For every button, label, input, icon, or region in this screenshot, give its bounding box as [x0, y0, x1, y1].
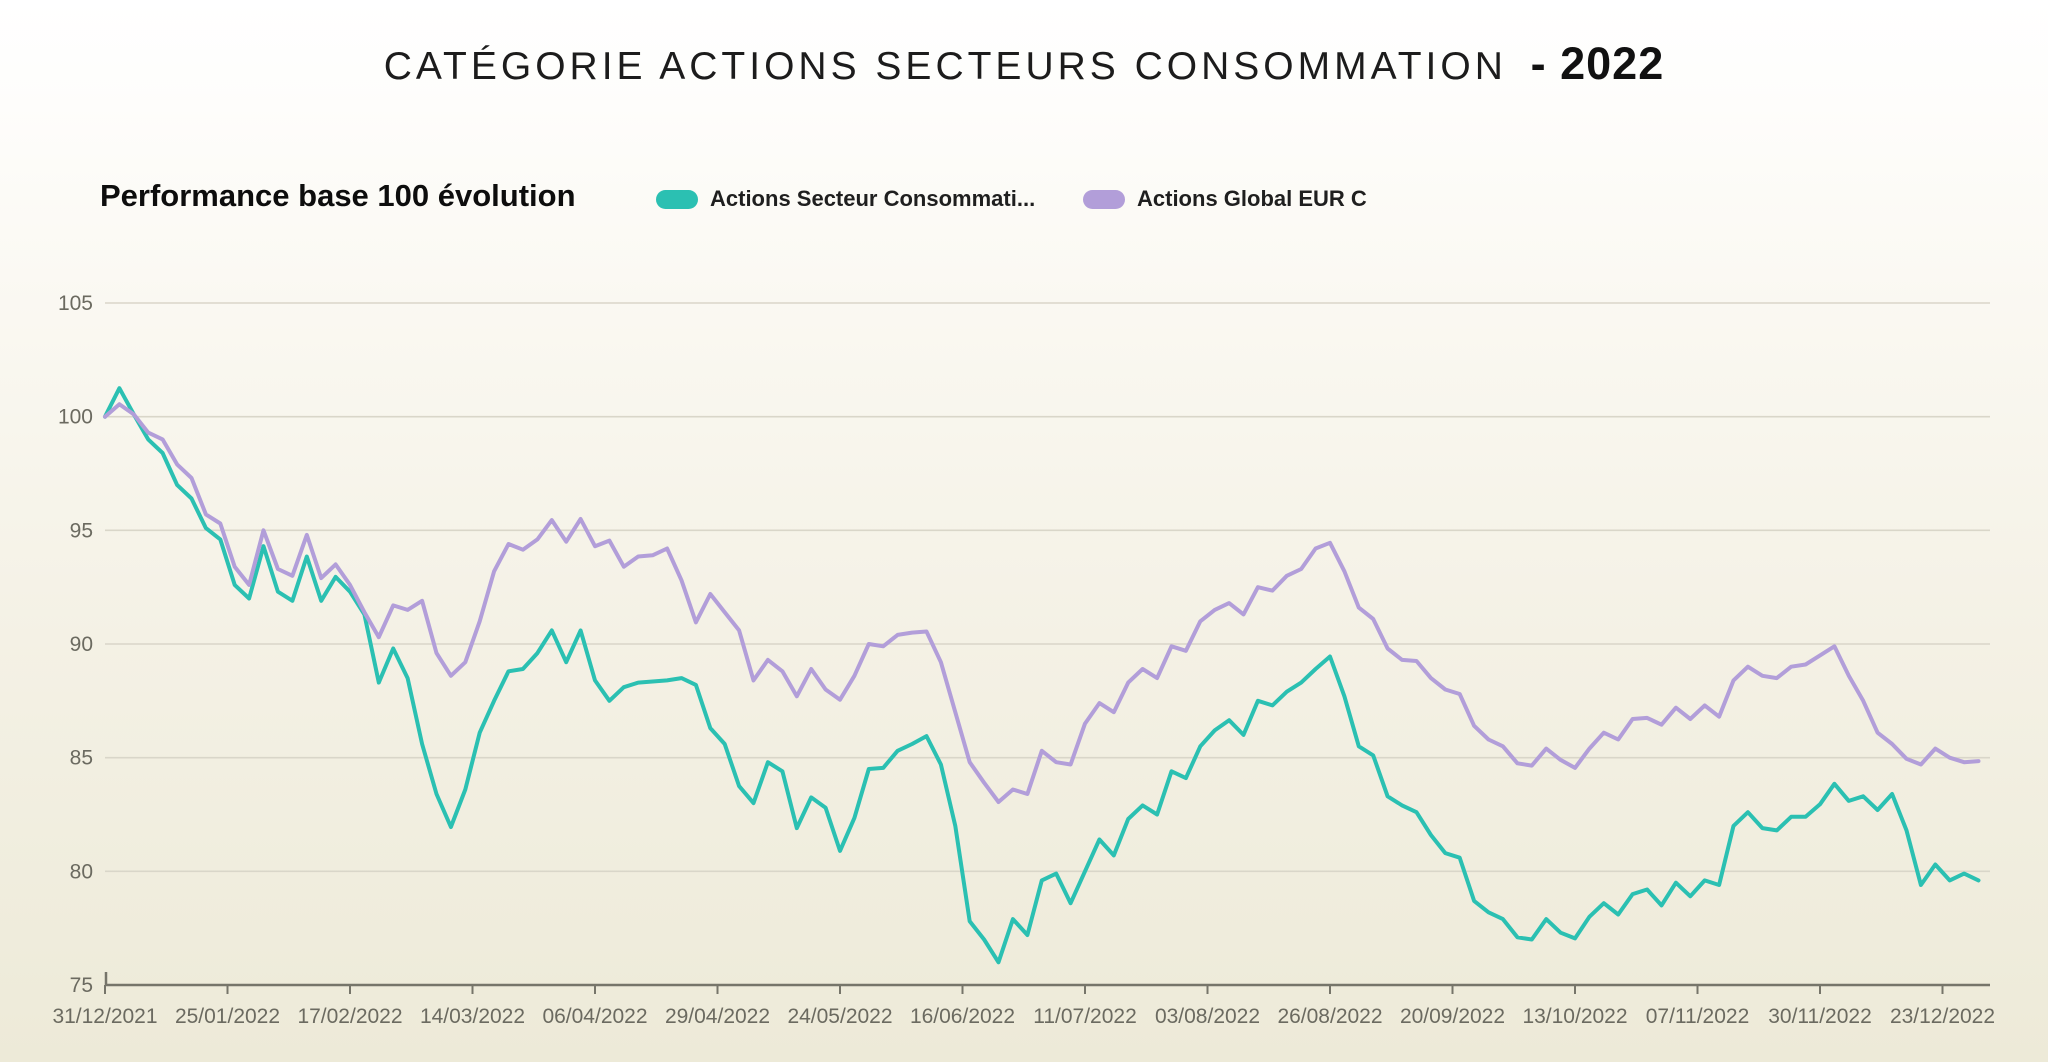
x-axis-label-10: 26/08/2022: [1277, 1005, 1382, 1028]
chart-subtitle: Performance base 100 évolution: [100, 178, 576, 213]
x-axis-label-7: 16/06/2022: [910, 1005, 1015, 1028]
x-axis-label-6: 24/05/2022: [787, 1005, 892, 1028]
x-axis-label-8: 11/07/2022: [1033, 1005, 1137, 1028]
legend-swatch-sector: [656, 189, 698, 209]
x-axis-label-0: 31/12/2021: [52, 1005, 157, 1028]
x-axis-label-2: 17/02/2022: [297, 1005, 402, 1028]
y-axis-label-85: 85: [70, 747, 93, 770]
series-line-sector-consommation: [103, 386, 1981, 965]
subtitle-legend-row: Performance base 100 évolution Actions S…: [0, 172, 2048, 222]
legend-swatch-global: [1083, 189, 1125, 209]
x-axis-label-5: 29/04/2022: [665, 1005, 770, 1028]
x-axis-label-13: 07/11/2022: [1646, 1005, 1750, 1028]
x-axis-label-12: 13/10/2022: [1522, 1005, 1627, 1028]
x-axis-label-4: 06/04/2022: [542, 1005, 647, 1028]
y-axis-label-75: 75: [70, 974, 93, 997]
y-axis-label-105: 105: [58, 292, 93, 315]
legend-item-sector[interactable]: Actions Secteur Consommati...: [656, 186, 1035, 212]
legend-item-global[interactable]: Actions Global EUR C: [1083, 186, 1367, 212]
chart-title-year: - 2022: [1530, 38, 1665, 89]
chart-title-text: CATÉGORIE ACTIONS SECTEURS CONSOMMATION: [383, 45, 1507, 88]
y-axis-label-80: 80: [70, 860, 93, 883]
series-line-global-eur-c: [103, 402, 1981, 804]
y-axis-label-90: 90: [70, 633, 93, 656]
x-axis-label-3: 14/03/2022: [420, 1005, 525, 1028]
y-axis-label-100: 100: [58, 406, 93, 429]
x-axis-label-15: 23/12/2022: [1890, 1005, 1995, 1028]
x-axis-label-11: 20/09/2022: [1400, 1005, 1505, 1028]
page-title: CATÉGORIE ACTIONS SECTEURS CONSOMMATION …: [0, 38, 2048, 90]
y-axis-label-95: 95: [70, 519, 93, 542]
legend-label-global: Actions Global EUR C: [1137, 186, 1367, 211]
x-axis-label-1: 25/01/2022: [175, 1005, 280, 1028]
legend-label-sector: Actions Secteur Consommati...: [710, 186, 1036, 211]
x-axis-label-14: 30/11/2022: [1768, 1005, 1872, 1028]
x-axis-label-9: 03/08/2022: [1155, 1005, 1260, 1028]
